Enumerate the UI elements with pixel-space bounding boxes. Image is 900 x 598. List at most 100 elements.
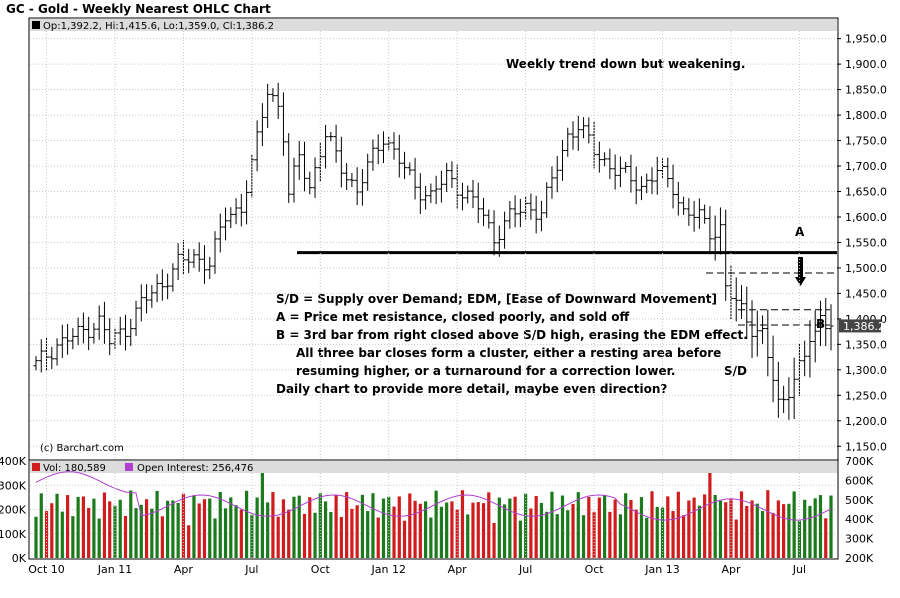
last-price-label: 1,386.2 [843, 320, 885, 333]
volume-bar [671, 511, 675, 558]
volume-bar [676, 491, 680, 558]
volume-bar [608, 511, 612, 558]
volume-bar [144, 499, 149, 558]
volume-bar [592, 511, 596, 558]
volume-bar [466, 514, 470, 558]
price-tick-label: 1,950.0 [845, 33, 887, 46]
volume-bar [450, 501, 454, 558]
volume-bar [613, 499, 617, 558]
volume-bar [697, 505, 701, 558]
x-axis: Oct 10 Jan 11 Apr Jul Oct Jan 12 Apr Jul Oct Jan … [28, 31, 806, 576]
price-tick-label: 1,800.0 [845, 109, 887, 122]
volume-bar [792, 491, 796, 558]
volume-bar [360, 494, 365, 558]
volume-bar [434, 490, 438, 558]
price-tick-label: 1,650.0 [845, 186, 887, 199]
volume-bar [366, 511, 370, 558]
volume-bar [587, 497, 591, 558]
volume-bar [192, 495, 196, 558]
volume-bar [229, 497, 233, 558]
volume-bar [281, 499, 286, 558]
ohlc-legend: Op:1,392.2, Hi:1,415.6, Lo:1,359.0, Cl:1… [43, 21, 274, 32]
volume-bar [766, 490, 770, 558]
volume-bar [244, 490, 249, 558]
volume-bar [539, 502, 544, 558]
price-tick-label: 1,450.0 [845, 287, 887, 300]
volume-bar [550, 491, 554, 558]
price-gridlines [30, 38, 837, 447]
x-tick-label: Apr [721, 563, 741, 576]
volume-bar [87, 507, 91, 558]
price-tick-label: 1,550.0 [845, 236, 887, 249]
volume-bar [123, 515, 128, 558]
volume-bar [524, 493, 528, 558]
volume-bar [729, 499, 733, 558]
volume-bar [34, 516, 38, 558]
volume-bar [213, 518, 217, 558]
volume-bar [445, 502, 449, 558]
volume-bar [418, 503, 422, 558]
label-sd: S/D [724, 364, 747, 378]
volume-bar [755, 503, 759, 558]
volume-bar [639, 497, 644, 558]
volume-bar [502, 504, 507, 558]
volume-bar [197, 503, 201, 558]
volume-bar [687, 500, 691, 558]
volume-bar [703, 494, 707, 558]
volume-bar [313, 512, 317, 558]
volume-bar [408, 493, 412, 558]
open-interest-line [35, 471, 832, 521]
volume-bar [439, 506, 443, 558]
oi-tick-label: 300K [845, 533, 874, 546]
volume-bar [771, 512, 775, 558]
volume-bar [660, 507, 665, 558]
volume-legend-swatch [32, 463, 40, 471]
volume-bar [492, 522, 496, 558]
x-tick-label: Oct 10 [28, 563, 65, 576]
volume-bars [34, 473, 833, 558]
volume-bar [239, 509, 243, 558]
volume-bar [97, 518, 101, 558]
volume-bar [181, 493, 186, 558]
oi-tick-label: 600K [845, 474, 874, 487]
volume-bar [39, 493, 43, 558]
x-tick-label: Jul [518, 563, 532, 576]
volume-bar [724, 502, 728, 558]
volume-bar [118, 499, 122, 558]
volume-bar [413, 500, 417, 558]
volume-bar [287, 509, 291, 558]
price-tick-label: 1,600.0 [845, 211, 887, 224]
annotation-lines [297, 251, 837, 326]
volume-bar [234, 505, 238, 558]
volume-bar [292, 496, 296, 558]
volume-bar [202, 499, 207, 558]
volume-bar [708, 473, 712, 558]
volume-bar [350, 508, 354, 558]
volume-bar [829, 495, 833, 558]
oi-legend-swatch [125, 463, 133, 471]
oi-tick-label: 500K [845, 494, 874, 507]
x-tick-label: Jul [792, 563, 806, 576]
volume-bar [402, 520, 407, 558]
volume-bar [266, 502, 270, 558]
volume-bar [223, 508, 228, 558]
ohlc-legend-swatch [32, 21, 40, 29]
volume-bar [92, 498, 96, 558]
volume-bar [555, 514, 559, 558]
price-tick-label: 1,750.0 [845, 135, 887, 148]
volume-bar [481, 503, 486, 558]
note-line-3: B = 3rd bar from right closed above S/D … [276, 328, 748, 342]
volume-tick-label: 100K [0, 528, 27, 541]
volume-bar [218, 492, 222, 558]
volume-axis: 400K 300K 200K 100K 0K [0, 455, 27, 565]
headline-note: Weekly trend down but weakening. [506, 57, 745, 71]
volume-bar [113, 505, 117, 558]
note-line-6: Daily chart to provide more detail, mayb… [276, 382, 667, 396]
volume-bar [603, 494, 607, 558]
volume-bar [624, 493, 628, 558]
note-line-4: All three bar closes form a cluster, eit… [296, 346, 721, 360]
x-tick-label: Oct [585, 563, 605, 576]
volume-bar [50, 503, 54, 558]
volume-bar [339, 517, 343, 558]
volume-bar [782, 504, 786, 558]
